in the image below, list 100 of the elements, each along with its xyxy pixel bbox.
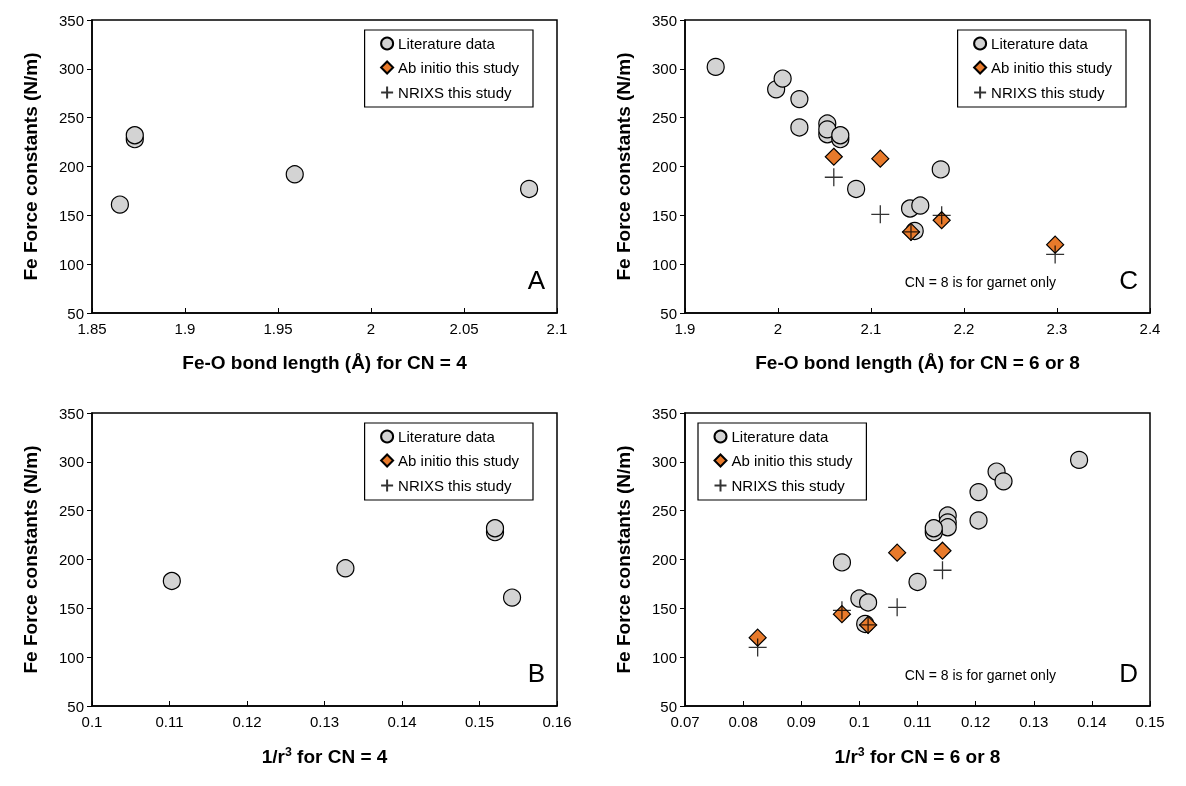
- point: [832, 600, 852, 620]
- y-tick-label: 350: [58, 11, 84, 29]
- legend-label: NRIXS this study: [398, 84, 512, 101]
- y-tick-label: 150: [651, 599, 677, 617]
- point: [125, 126, 144, 145]
- x-tick-label: 0.12: [232, 713, 262, 730]
- point: [908, 572, 927, 592]
- annotation: C: [1119, 265, 1138, 295]
- legend-label: Literature data: [398, 428, 496, 445]
- y-axis-title: Fe Force constants (N/m): [20, 445, 41, 674]
- legend-label: Ab initio this study: [398, 452, 520, 469]
- point: [748, 628, 767, 647]
- y-tick-label: 50: [67, 697, 84, 715]
- point: [832, 553, 852, 572]
- point: [773, 69, 792, 88]
- point: [485, 519, 505, 538]
- x-tick-label: 0.15: [464, 713, 495, 730]
- point: [847, 179, 866, 199]
- point: [994, 472, 1013, 491]
- point: [790, 90, 809, 109]
- x-tick-label: 0.15: [1135, 713, 1165, 730]
- y-tick-label: 350: [651, 404, 677, 422]
- point: [824, 167, 844, 187]
- y-tick-label: 100: [58, 648, 84, 666]
- point: [1045, 244, 1065, 265]
- x-tick-label: 0.1: [81, 713, 103, 730]
- legend-label: Literature data: [731, 428, 829, 445]
- y-axis-title: Fe Force constants (N/m): [613, 445, 634, 674]
- y-tick-label: 200: [651, 551, 677, 568]
- annotation: A: [527, 265, 546, 295]
- point: [859, 593, 878, 612]
- point: [932, 560, 953, 580]
- y-tick-label: 50: [660, 697, 677, 715]
- x-tick-label: 2.3: [1046, 320, 1068, 337]
- x-tick-label: 0.13: [1019, 713, 1049, 730]
- x-tick-label: 0.09: [786, 713, 816, 730]
- y-tick-label: 250: [651, 109, 677, 127]
- x-tick-label: 0.11: [155, 713, 184, 730]
- point: [502, 588, 522, 607]
- y-tick-label: 250: [651, 502, 677, 520]
- annotation: CN = 8 is for garnet only: [904, 274, 1057, 290]
- x-tick-label: 2.05: [449, 320, 479, 337]
- y-tick-label: 50: [660, 304, 677, 322]
- legend-label: NRIXS this study: [991, 84, 1105, 101]
- x-tick-label: 1.9: [174, 320, 196, 337]
- x-tick-label: 2.1: [546, 320, 568, 337]
- point: [969, 511, 988, 530]
- legend-label: Ab initio this study: [991, 59, 1113, 76]
- y-tick-label: 250: [58, 502, 84, 520]
- legend-label: Literature data: [991, 35, 1089, 52]
- x-tick-label: 0.07: [670, 713, 700, 730]
- y-tick-label: 250: [58, 109, 84, 127]
- y-tick-label: 300: [58, 453, 84, 471]
- x-tick-label: 0.14: [1077, 713, 1107, 730]
- point: [969, 483, 988, 502]
- x-axis-title: Fe-O bond length (Å) for CN = 6 or 8: [755, 352, 1080, 373]
- x-tick-label: 2.2: [953, 320, 975, 337]
- y-tick-label: 100: [58, 255, 84, 273]
- point: [871, 149, 890, 168]
- y-tick-label: 200: [58, 551, 84, 568]
- point: [824, 147, 843, 166]
- y-axis-title: Fe Force constants (N/m): [20, 52, 41, 281]
- y-tick-label: 100: [651, 255, 677, 273]
- x-tick-label: 1.9: [674, 320, 696, 337]
- y-tick-label: 350: [651, 11, 677, 29]
- x-tick-label: 0.11: [903, 713, 932, 730]
- y-tick-label: 300: [651, 60, 677, 78]
- x-axis-title: Fe-O bond length (Å) for CN = 4: [182, 352, 468, 373]
- point: [924, 519, 943, 538]
- legend-label: Ab initio this study: [398, 59, 520, 76]
- x-tick-label: 2.4: [1139, 320, 1161, 337]
- legend-label: Ab initio this study: [731, 452, 853, 469]
- point: [911, 196, 930, 215]
- x-tick-label: 0.12: [961, 713, 991, 730]
- y-tick-label: 150: [651, 206, 677, 224]
- annotation: D: [1119, 658, 1138, 688]
- point: [162, 571, 181, 591]
- point: [790, 118, 809, 137]
- legend-label: Literature data: [398, 35, 496, 52]
- x-tick-label: 1.95: [263, 320, 293, 337]
- point: [285, 165, 304, 184]
- x-tick-label: 1.85: [77, 320, 107, 337]
- point: [933, 541, 952, 560]
- legend-label: NRIXS this study: [398, 477, 512, 494]
- point: [520, 179, 539, 199]
- y-axis-title: Fe Force constants (N/m): [613, 52, 634, 281]
- point: [110, 195, 129, 214]
- y-tick-label: 300: [58, 60, 84, 78]
- y-tick-label: 200: [651, 158, 677, 175]
- point: [887, 597, 907, 618]
- point: [336, 559, 355, 578]
- y-tick-label: 350: [58, 404, 84, 422]
- y-tick-label: 300: [651, 453, 677, 471]
- x-tick-label: 0.1: [848, 713, 870, 730]
- annotation: B: [527, 658, 545, 688]
- y-tick-label: 150: [58, 206, 84, 224]
- x-tick-label: 0.16: [542, 713, 572, 730]
- point: [888, 543, 907, 562]
- y-tick-label: 50: [67, 304, 84, 322]
- point: [831, 126, 850, 145]
